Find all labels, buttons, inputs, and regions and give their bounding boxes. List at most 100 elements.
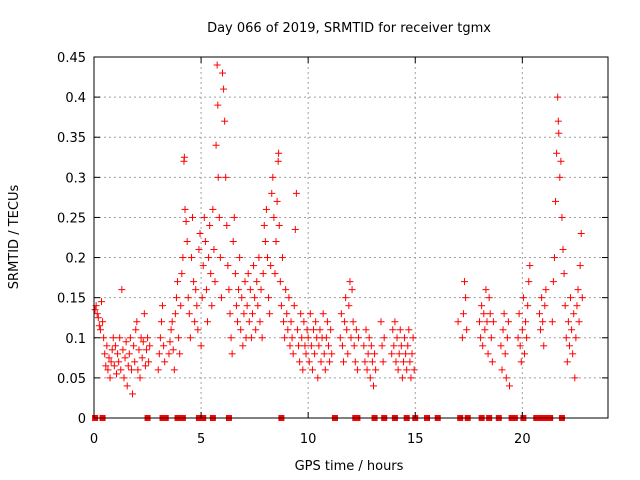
data-point	[293, 326, 301, 334]
data-point	[391, 318, 399, 326]
data-point	[178, 270, 186, 278]
data-point	[393, 334, 401, 342]
data-point	[515, 310, 523, 318]
data-point	[462, 294, 470, 302]
data-point	[562, 334, 570, 342]
data-point	[145, 358, 153, 366]
data-point	[122, 338, 130, 346]
data-point	[236, 254, 244, 262]
data-point	[523, 334, 531, 342]
data-point	[250, 262, 258, 270]
data-point	[502, 374, 510, 382]
data-point	[314, 374, 322, 382]
data-point	[570, 310, 578, 318]
data-point	[389, 326, 397, 334]
data-point	[124, 362, 132, 370]
data-point	[526, 262, 534, 270]
data-point	[202, 286, 210, 294]
data-point	[388, 350, 396, 358]
data-point	[167, 326, 175, 334]
x-tick-label: 15	[407, 432, 424, 447]
data-point	[410, 366, 418, 374]
data-point	[91, 306, 99, 314]
data-point	[552, 197, 560, 205]
y-tick-label: 0.05	[57, 372, 86, 387]
data-point	[554, 117, 562, 125]
data-point	[131, 358, 139, 366]
data-point	[179, 254, 187, 262]
data-point	[407, 374, 415, 382]
data-point	[458, 334, 466, 342]
data-point	[127, 366, 135, 374]
data-point	[204, 318, 212, 326]
data-point	[319, 310, 327, 318]
data-point	[132, 326, 140, 334]
data-point	[207, 270, 215, 278]
data-point	[282, 286, 290, 294]
data-point	[289, 350, 297, 358]
data-point	[540, 342, 548, 350]
data-point	[561, 302, 569, 310]
data-point	[322, 334, 330, 342]
data-point	[353, 366, 361, 374]
data-point	[304, 334, 312, 342]
data-point	[120, 374, 128, 382]
data-point	[171, 310, 179, 318]
data-point	[134, 366, 142, 374]
data-point	[295, 342, 303, 350]
data-point	[263, 254, 271, 262]
series-points	[91, 61, 586, 421]
data-point	[226, 310, 234, 318]
data-point	[291, 225, 299, 233]
data-point	[176, 350, 184, 358]
y-tick-label: 0.15	[57, 292, 86, 307]
data-point	[247, 334, 255, 342]
data-point	[233, 318, 241, 326]
data-point	[326, 358, 334, 366]
data-point	[142, 346, 150, 354]
data-point	[108, 346, 116, 354]
data-point	[338, 342, 346, 350]
data-point	[369, 382, 377, 390]
data-point	[175, 334, 183, 342]
y-tick-label: 0.1	[65, 332, 86, 347]
data-point	[239, 342, 247, 350]
data-point	[340, 358, 348, 366]
data-point	[126, 334, 134, 342]
data-point	[254, 302, 262, 310]
data-point	[360, 342, 368, 350]
data-point	[205, 254, 213, 262]
data-point	[260, 221, 268, 229]
data-point	[520, 350, 528, 358]
data-point	[265, 294, 273, 302]
data-point	[307, 342, 315, 350]
data-point	[181, 205, 189, 213]
data-point	[201, 238, 209, 246]
data-point	[268, 189, 276, 197]
data-point	[300, 318, 308, 326]
data-point	[394, 366, 402, 374]
data-point	[514, 334, 522, 342]
data-point	[190, 278, 198, 286]
data-point	[315, 342, 323, 350]
data-point	[477, 334, 485, 342]
data-point	[182, 217, 190, 225]
data-point	[499, 326, 507, 334]
data-point	[165, 350, 173, 358]
data-point	[476, 318, 483, 326]
data-point	[317, 358, 325, 366]
data-point	[409, 334, 417, 342]
data-point	[196, 229, 204, 237]
data-point	[516, 342, 524, 350]
data-point	[160, 342, 168, 350]
data-point	[368, 358, 376, 366]
data-point	[480, 310, 488, 318]
data-point	[290, 302, 298, 310]
data-point	[270, 213, 278, 221]
data-point	[106, 374, 114, 382]
data-point	[459, 310, 467, 318]
data-point	[267, 262, 275, 270]
data-point	[166, 338, 174, 346]
data-point	[256, 318, 264, 326]
data-point	[141, 362, 149, 370]
